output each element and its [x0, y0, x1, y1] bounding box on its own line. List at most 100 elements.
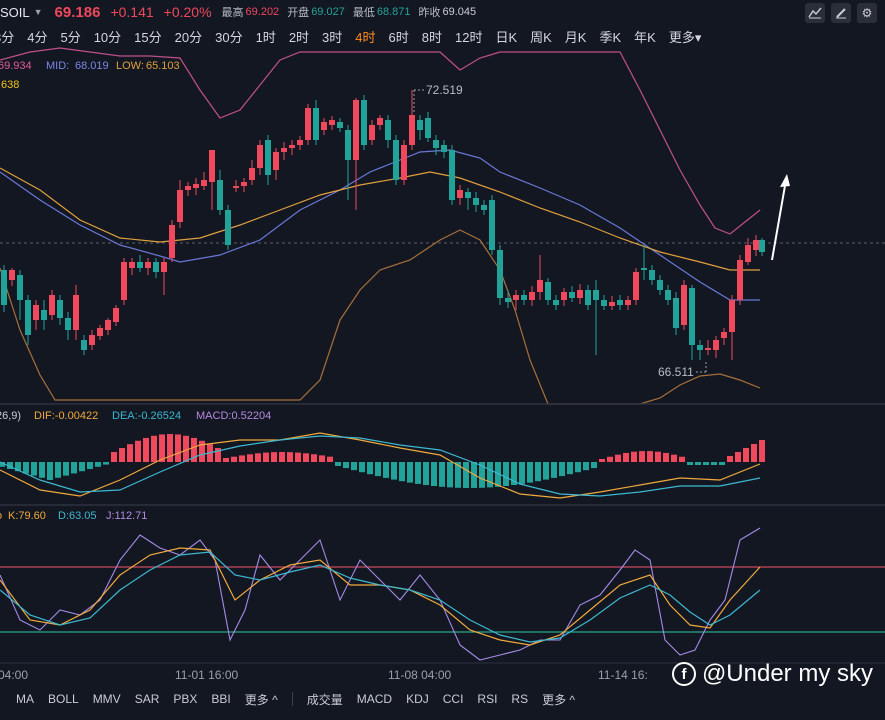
- time-label: 04:00: [0, 668, 28, 682]
- candle: [633, 272, 639, 300]
- candle: [329, 120, 335, 125]
- candle: [617, 300, 623, 305]
- period-tab[interactable]: 2时: [288, 29, 310, 45]
- main-indicator-tab[interactable]: MMV: [92, 692, 121, 706]
- sub-indicator-tab[interactable]: KDJ: [406, 692, 429, 706]
- period-tab[interactable]: 3时: [322, 29, 343, 45]
- macd-bar: [15, 462, 21, 472]
- period-tab[interactable]: 30分: [215, 29, 243, 45]
- sub-indicator-tab[interactable]: 成交量: [306, 692, 343, 707]
- main-indicator-tab[interactable]: SAR: [134, 692, 160, 706]
- macd-bar: [47, 462, 53, 480]
- period-tab[interactable]: 月K: [564, 29, 587, 45]
- candle: [753, 240, 759, 250]
- candle: [553, 300, 559, 305]
- macd-bar: [335, 462, 341, 466]
- period-tab[interactable]: 4时: [355, 29, 376, 45]
- main-indicator-tab[interactable]: BOLL: [48, 692, 79, 706]
- macd-bar: [527, 462, 533, 483]
- candle: [257, 145, 263, 168]
- macd-bar: [135, 440, 141, 462]
- main-indicator-tab[interactable]: BBI: [211, 692, 231, 706]
- candle: [169, 225, 175, 258]
- candle: [593, 290, 599, 300]
- macd-bar: [447, 462, 453, 488]
- period-tab[interactable]: 年K: [634, 29, 656, 45]
- draw-pen-icon[interactable]: [831, 3, 851, 23]
- candle: [201, 180, 207, 186]
- candle: [401, 145, 407, 180]
- candle: [65, 318, 71, 330]
- main-indicator-tab[interactable]: 更多 ^: [244, 692, 278, 707]
- macd-bar: [495, 462, 501, 487]
- high-value: 69.202: [245, 6, 280, 18]
- macd-bar: [391, 462, 397, 480]
- macd-bar: [87, 462, 93, 469]
- candle: [9, 270, 15, 280]
- chevron-down-icon[interactable]: ▼: [33, 7, 43, 17]
- candle: [281, 148, 287, 152]
- settings-gear-icon[interactable]: ⚙: [857, 3, 877, 23]
- macd-bar: [151, 435, 157, 462]
- candle: [705, 348, 711, 350]
- candle: [249, 168, 255, 180]
- period-tab[interactable]: 20分: [174, 29, 203, 45]
- macd-bar: [183, 435, 189, 462]
- period-tab[interactable]: 3分: [0, 29, 15, 45]
- macd-bar: [143, 437, 149, 462]
- sub-indicator-tab[interactable]: 更多 ^: [542, 692, 576, 707]
- period-tab[interactable]: 12时: [454, 29, 483, 45]
- macd-bar: [407, 462, 413, 483]
- macd-bar: [0, 462, 5, 467]
- period-tab[interactable]: 日K: [495, 29, 518, 45]
- macd-bar: [375, 462, 381, 477]
- macd-bar: [231, 456, 237, 462]
- macd-bar: [119, 447, 125, 462]
- period-tab[interactable]: 更多▾: [668, 29, 702, 45]
- candle: [345, 130, 351, 160]
- candle: [353, 100, 359, 160]
- candle: [689, 288, 695, 345]
- macd-bar: [63, 462, 69, 476]
- period-tab[interactable]: 4分: [27, 29, 48, 45]
- period-tab[interactable]: 6时: [388, 29, 409, 45]
- sub-indicator-tab[interactable]: CCI: [442, 692, 464, 706]
- period-tab[interactable]: 15分: [134, 29, 162, 45]
- candle: [729, 300, 735, 332]
- candle: [145, 262, 151, 268]
- period-tab[interactable]: 5分: [60, 29, 81, 45]
- sub-indicator-tab[interactable]: RSI: [477, 692, 498, 706]
- candle: [625, 300, 631, 305]
- macd-dif-line: [0, 432, 761, 499]
- chart-type-icon[interactable]: [805, 3, 825, 23]
- candle: [129, 262, 135, 268]
- candle: [153, 262, 159, 272]
- macd-bar: [607, 456, 613, 462]
- boll-mid-legend: 68.019: [75, 60, 109, 72]
- period-tab[interactable]: 8时: [421, 29, 442, 45]
- symbol-name[interactable]: SOIL: [0, 4, 30, 20]
- candle: [361, 100, 367, 145]
- macd-bar: [615, 454, 621, 462]
- period-tab[interactable]: 周K: [530, 29, 552, 45]
- macd-dif: DIF:-0.00422: [34, 410, 98, 422]
- sub-indicator-tab[interactable]: MACD: [356, 692, 393, 706]
- macd-bar: [663, 452, 669, 462]
- macd-bar: [423, 462, 429, 486]
- candle: [105, 320, 111, 330]
- macd-bar: [95, 462, 101, 467]
- macd-bar: [7, 462, 13, 469]
- period-tab[interactable]: 10分: [93, 29, 122, 45]
- main-indicator-tab[interactable]: PBX: [173, 692, 198, 706]
- boll-mid-label: MID:: [46, 60, 69, 72]
- macd-bar: [303, 453, 309, 462]
- sub-indicator-tab[interactable]: RS: [511, 692, 529, 706]
- kdj-j: J:112.71: [106, 510, 147, 522]
- candle: [217, 180, 223, 210]
- period-tab[interactable]: 1时: [255, 29, 276, 45]
- period-tab[interactable]: 季K: [599, 29, 622, 45]
- main-indicator-tab[interactable]: MA: [16, 692, 34, 706]
- candle: [561, 292, 567, 300]
- candle: [449, 150, 455, 200]
